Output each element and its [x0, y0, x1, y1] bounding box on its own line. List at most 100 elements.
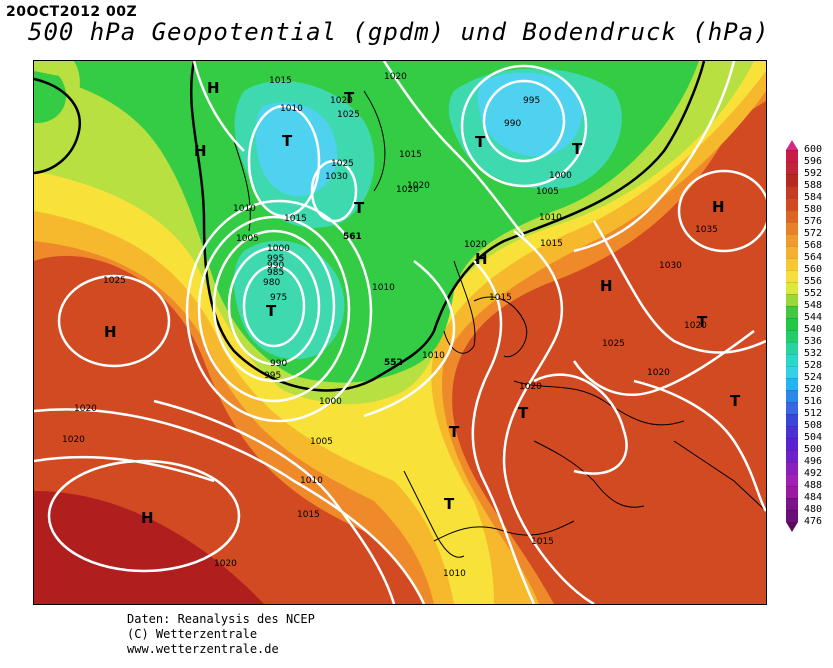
isobar-label: 1025 [602, 339, 625, 349]
isobar-label: 1010 [372, 283, 395, 293]
low-marker: T [354, 199, 365, 217]
high-marker: H [712, 198, 725, 216]
scale-value-label: 480 [804, 504, 823, 515]
scale-swatch [786, 390, 798, 402]
scale-swatch [786, 450, 798, 462]
isobar-label: 1015 [489, 293, 512, 303]
contour-552 [190, 61, 706, 392]
scale-swatch [786, 462, 798, 474]
scale-swatch [786, 270, 798, 282]
scale-swatch [786, 234, 798, 246]
scale-swatch [786, 330, 798, 342]
high-marker: H [141, 509, 154, 527]
scale-value-label: 592 [804, 168, 823, 179]
scale-swatch [786, 150, 798, 162]
isobar-label: 995 [523, 96, 540, 106]
weather-map: 1015 1020 1010 1025 1020 1030 1025 1015 … [33, 60, 767, 605]
credit-copyright: (C) Wetterzentrale [127, 627, 258, 641]
field-lightblue-east [477, 72, 583, 157]
credit-data-source: Daten: Reanalysis des NCEP [127, 612, 315, 626]
low-marker: T [444, 495, 455, 513]
scale-swatch [786, 426, 798, 438]
pressure-labels: 1015 1020 1010 1025 1020 1030 1025 1015 … [62, 72, 718, 579]
isobar-label: 1020 [396, 185, 419, 195]
scale-value-label: 484 [804, 492, 823, 503]
low-marker: T [282, 132, 293, 150]
low-marker: T [266, 302, 277, 320]
low-marker: T [475, 133, 486, 151]
isobar-label: 1000 [549, 171, 572, 181]
contour-label: 561 [343, 232, 362, 242]
color-scale-bar [786, 140, 798, 532]
scale-value-label: 536 [804, 336, 823, 347]
contour-labels: 561 552 [343, 232, 403, 368]
isobar-label: 980 [263, 278, 280, 288]
isobar-label: 1000 [319, 397, 342, 407]
isobar-label: 1010 [280, 104, 303, 114]
isobar-label: 995 [264, 371, 281, 381]
scale-swatch [786, 294, 798, 306]
isobar-label: 975 [270, 293, 287, 303]
scale-swatch [786, 210, 798, 222]
scale-value-label: 544 [804, 312, 823, 323]
scale-swatch [786, 186, 798, 198]
scale-value-label: 488 [804, 480, 823, 491]
scale-swatch [786, 378, 798, 390]
low-marker: T [572, 140, 583, 158]
scale-swatch [786, 366, 798, 378]
scale-value-label: 500 [804, 444, 823, 455]
isobar-label: 1015 [399, 150, 422, 160]
high-marker: H [104, 323, 117, 341]
scale-swatch [786, 162, 798, 174]
scale-swatch [786, 318, 798, 330]
isobar-label: 1020 [74, 404, 97, 414]
high-marker: H [475, 250, 488, 268]
isobar-label: 1035 [695, 225, 718, 235]
isobar-label: 1025 [337, 110, 360, 120]
isobar-label: 1020 [519, 382, 542, 392]
scale-value-label: 496 [804, 456, 823, 467]
credits: Daten: Reanalysis des NCEP (C) Wetterzen… [127, 612, 315, 657]
isobar-label: 1010 [300, 476, 323, 486]
credit-website: www.wetterzentrale.de [127, 642, 279, 656]
isobar-label: 1005 [236, 234, 259, 244]
isobar-label: 1015 [284, 214, 307, 224]
low-marker: T [697, 313, 708, 331]
scale-swatch [786, 486, 798, 498]
scale-value-label: 552 [804, 288, 823, 299]
isobar-label: 1015 [531, 537, 554, 547]
isobar-label: 1020 [647, 368, 670, 378]
scale-swatch [786, 174, 798, 186]
run-timestamp: 20OCT2012 00Z [6, 4, 138, 20]
isobar-label: 995 [267, 254, 284, 264]
scale-swatch [786, 342, 798, 354]
low-marker: T [449, 423, 460, 441]
scale-value-label: 516 [804, 396, 823, 407]
isobar-label: 1015 [269, 76, 292, 86]
scale-value-label: 580 [804, 204, 823, 215]
scale-swatch [786, 498, 798, 510]
isobar-label: 1020 [684, 321, 707, 331]
isobar-label: 990 [267, 261, 284, 271]
isobar-label: 1025 [103, 276, 126, 286]
field-green-nw [34, 71, 67, 123]
scale-swatch [786, 438, 798, 450]
scale-value-label: 596 [804, 156, 823, 167]
scale-swatch [786, 510, 798, 522]
isobar-label: 1005 [310, 437, 333, 447]
isobar-label: 1025 [331, 159, 354, 169]
isobar-label: 1020 [62, 435, 85, 445]
isobar-label: 1010 [539, 213, 562, 223]
isobar-label: 1010 [422, 351, 445, 361]
isobar-label: 1000 [267, 244, 290, 254]
scale-value-label: 504 [804, 432, 823, 443]
scale-swatch [786, 282, 798, 294]
scale-value-label: 576 [804, 216, 823, 227]
isobar-label: 1015 [540, 239, 563, 249]
pressure-systems: H H H H H H H T T T T T T T T T T T [104, 79, 741, 527]
low-marker: T [344, 89, 355, 107]
scale-value-label: 520 [804, 384, 823, 395]
scale-value-label: 492 [804, 468, 823, 479]
low-marker: T [730, 392, 741, 410]
isobar-label: 1020 [330, 96, 353, 106]
